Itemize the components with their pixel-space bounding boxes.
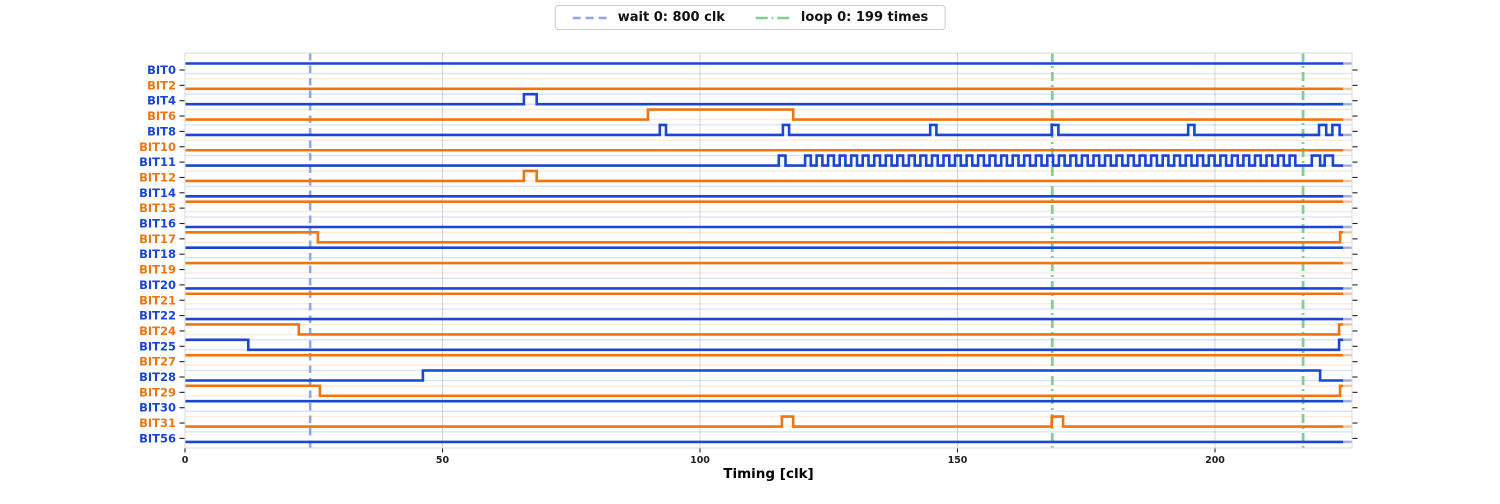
signal-label-bit18: BIT18 [139, 247, 176, 261]
signal-label-bit27: BIT27 [139, 355, 176, 369]
x-tick-label: 100 [690, 455, 710, 466]
signal-label-bit31: BIT31 [139, 416, 176, 430]
x-tick-label: 150 [948, 455, 968, 466]
signal-label-bit30: BIT30 [139, 401, 176, 415]
plot-border [184, 52, 1353, 449]
loop-line-icon [755, 16, 790, 19]
wait-line-icon [572, 16, 607, 19]
signal-label-bit15: BIT15 [139, 201, 176, 215]
x-axis-title: Timing [clk] [723, 466, 814, 482]
signal-label-bit16: BIT16 [139, 217, 176, 231]
x-tick-label: 200 [1205, 455, 1225, 466]
signal-trace-bit11 [185, 154, 1344, 167]
legend-label-loop: loop 0: 199 times [800, 10, 929, 25]
signal-trace-bit28 [185, 369, 1344, 382]
signal-label-bit8: BIT8 [147, 124, 176, 138]
signal-trace-bit8 [185, 123, 1344, 137]
signal-label-bit20: BIT20 [139, 278, 176, 292]
signal-label-bit10: BIT10 [139, 140, 176, 154]
gridlines [184, 53, 1352, 448]
legend: wait 0: 800 clk loop 0: 199 times [554, 5, 946, 30]
signal-label-bit0: BIT0 [147, 63, 176, 77]
signal-trace-bit25 [185, 338, 1344, 352]
signal-trace-bit6 [185, 108, 1344, 121]
signal-label-bit28: BIT28 [139, 370, 176, 384]
signal-label-bit21: BIT21 [139, 293, 176, 307]
signal-label-bit12: BIT12 [139, 170, 176, 184]
signal-label-bit4: BIT4 [147, 94, 176, 108]
signal-trace-bit29 [185, 384, 1344, 398]
legend-item-wait: wait 0: 800 clk [572, 10, 725, 25]
signal-label-bit11: BIT11 [139, 155, 176, 169]
signal-traces [185, 62, 1352, 444]
signal-trace-bit31 [185, 415, 1344, 428]
signal-label-bit14: BIT14 [139, 186, 176, 200]
legend-item-loop: loop 0: 199 times [755, 10, 928, 25]
legend-label-wait: wait 0: 800 clk [617, 10, 725, 25]
signal-trace-bit12 [185, 169, 1344, 183]
signal-label-bit22: BIT22 [139, 309, 176, 323]
x-tick-label: 0 [182, 455, 189, 466]
signal-trace-bit24 [185, 323, 1344, 336]
signal-trace-bit17 [185, 231, 1344, 244]
signal-label-bit19: BIT19 [139, 263, 176, 277]
signal-trace-bit4 [185, 92, 1344, 106]
axes: 0 50 100 150 200BIT0BIT2BIT4BIT6BIT8BIT10BIT… [139, 52, 1358, 466]
signal-label-bit25: BIT25 [139, 339, 176, 353]
marker-lines [308, 53, 1305, 448]
signal-label-bit17: BIT17 [139, 232, 176, 246]
signal-label-bit24: BIT24 [139, 324, 176, 338]
signal-label-bit2: BIT2 [147, 78, 176, 92]
signal-label-bit6: BIT6 [147, 109, 176, 123]
signal-label-bit29: BIT29 [139, 385, 176, 399]
x-tick-label: 50 [436, 455, 450, 466]
signal-label-bit56: BIT56 [139, 431, 176, 445]
